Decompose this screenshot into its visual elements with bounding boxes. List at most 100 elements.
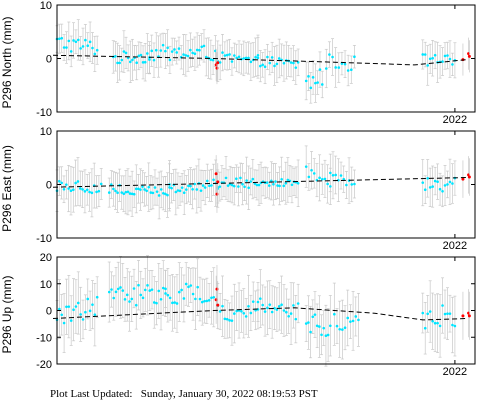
data-point xyxy=(60,181,63,185)
data-point xyxy=(58,179,61,183)
data-point xyxy=(195,188,199,191)
data-point xyxy=(187,285,190,289)
data-point xyxy=(218,310,222,313)
data-point xyxy=(116,191,119,195)
data-point xyxy=(342,177,346,181)
data-point xyxy=(261,63,264,67)
data-point xyxy=(141,61,145,64)
panel-1: -10 0 10 2022 P296 North (mm) xyxy=(0,0,476,126)
data-point xyxy=(329,171,332,175)
data-point xyxy=(76,301,80,305)
data-point xyxy=(266,306,269,310)
data-point xyxy=(196,285,199,289)
data-points xyxy=(55,282,457,338)
data-point xyxy=(304,79,308,83)
data-point xyxy=(446,183,449,186)
plot-last-updated-label: Plot Last Updated: xyxy=(50,388,133,400)
data-point xyxy=(62,321,66,325)
data-point xyxy=(333,312,336,316)
data-point xyxy=(292,304,295,307)
data-point xyxy=(225,53,229,57)
data-point xyxy=(164,49,167,53)
data-point xyxy=(354,315,358,318)
data-point xyxy=(451,182,454,185)
recent-data-point xyxy=(216,303,220,307)
data-point xyxy=(157,289,161,293)
data-point xyxy=(438,324,442,328)
data-point xyxy=(182,297,186,300)
data-point xyxy=(143,60,147,64)
data-point xyxy=(114,290,118,294)
data-point xyxy=(294,317,298,321)
data-point xyxy=(112,187,115,191)
data-point xyxy=(451,63,454,66)
x-tick-label: 2022 xyxy=(443,366,467,378)
data-point xyxy=(421,311,425,315)
data-point xyxy=(448,180,452,184)
data-point xyxy=(120,58,124,62)
data-point xyxy=(448,57,452,61)
data-point xyxy=(184,282,188,286)
data-point xyxy=(242,311,246,315)
data-point xyxy=(173,48,176,51)
data-point xyxy=(259,297,262,300)
data-point xyxy=(235,309,238,313)
data-point xyxy=(315,324,319,328)
data-point xyxy=(95,48,99,52)
data-point xyxy=(122,192,126,196)
data-point xyxy=(132,287,136,290)
data-point xyxy=(254,309,257,312)
data-point xyxy=(314,81,317,85)
data-point xyxy=(446,54,449,57)
data-point xyxy=(280,177,283,181)
data-point xyxy=(268,61,272,65)
data-point xyxy=(69,50,73,53)
data-point xyxy=(128,300,131,303)
data-point xyxy=(331,55,334,59)
data-point xyxy=(423,188,427,192)
data-point xyxy=(326,182,329,186)
data-point xyxy=(436,180,439,183)
data-point xyxy=(312,172,316,175)
data-point xyxy=(72,39,75,42)
data-point xyxy=(170,50,174,53)
data-point xyxy=(351,319,355,323)
data-point xyxy=(272,182,275,186)
data-point xyxy=(146,52,149,55)
data-point xyxy=(201,184,205,187)
recent-data-point xyxy=(467,54,471,58)
data-point xyxy=(81,188,84,191)
data-point xyxy=(277,57,281,60)
data-point xyxy=(139,188,142,191)
recent-data-point xyxy=(216,61,220,65)
data-point xyxy=(152,58,156,62)
data-point xyxy=(223,54,227,57)
data-point xyxy=(180,288,183,292)
data-point xyxy=(79,47,82,50)
x-tick-label: 2022 xyxy=(443,240,467,252)
data-point xyxy=(131,58,134,62)
data-point xyxy=(218,61,222,64)
data-point xyxy=(78,187,82,190)
trend-line xyxy=(52,177,468,188)
recent-data-point xyxy=(467,314,471,318)
data-point xyxy=(148,289,152,292)
data-point xyxy=(193,52,197,56)
data-point xyxy=(177,290,181,294)
data-point xyxy=(448,312,452,315)
data-point xyxy=(237,55,241,59)
data-point xyxy=(95,190,98,194)
data-point xyxy=(210,296,213,300)
data-point xyxy=(85,188,89,192)
data-point xyxy=(79,313,82,316)
data-point xyxy=(296,61,300,64)
data-point xyxy=(132,192,136,196)
data-point xyxy=(318,176,321,180)
data-point xyxy=(76,38,80,42)
data-point xyxy=(147,185,151,189)
data-point xyxy=(81,318,85,321)
data-point xyxy=(65,183,68,186)
data-point xyxy=(357,318,360,322)
data-point xyxy=(282,61,286,65)
